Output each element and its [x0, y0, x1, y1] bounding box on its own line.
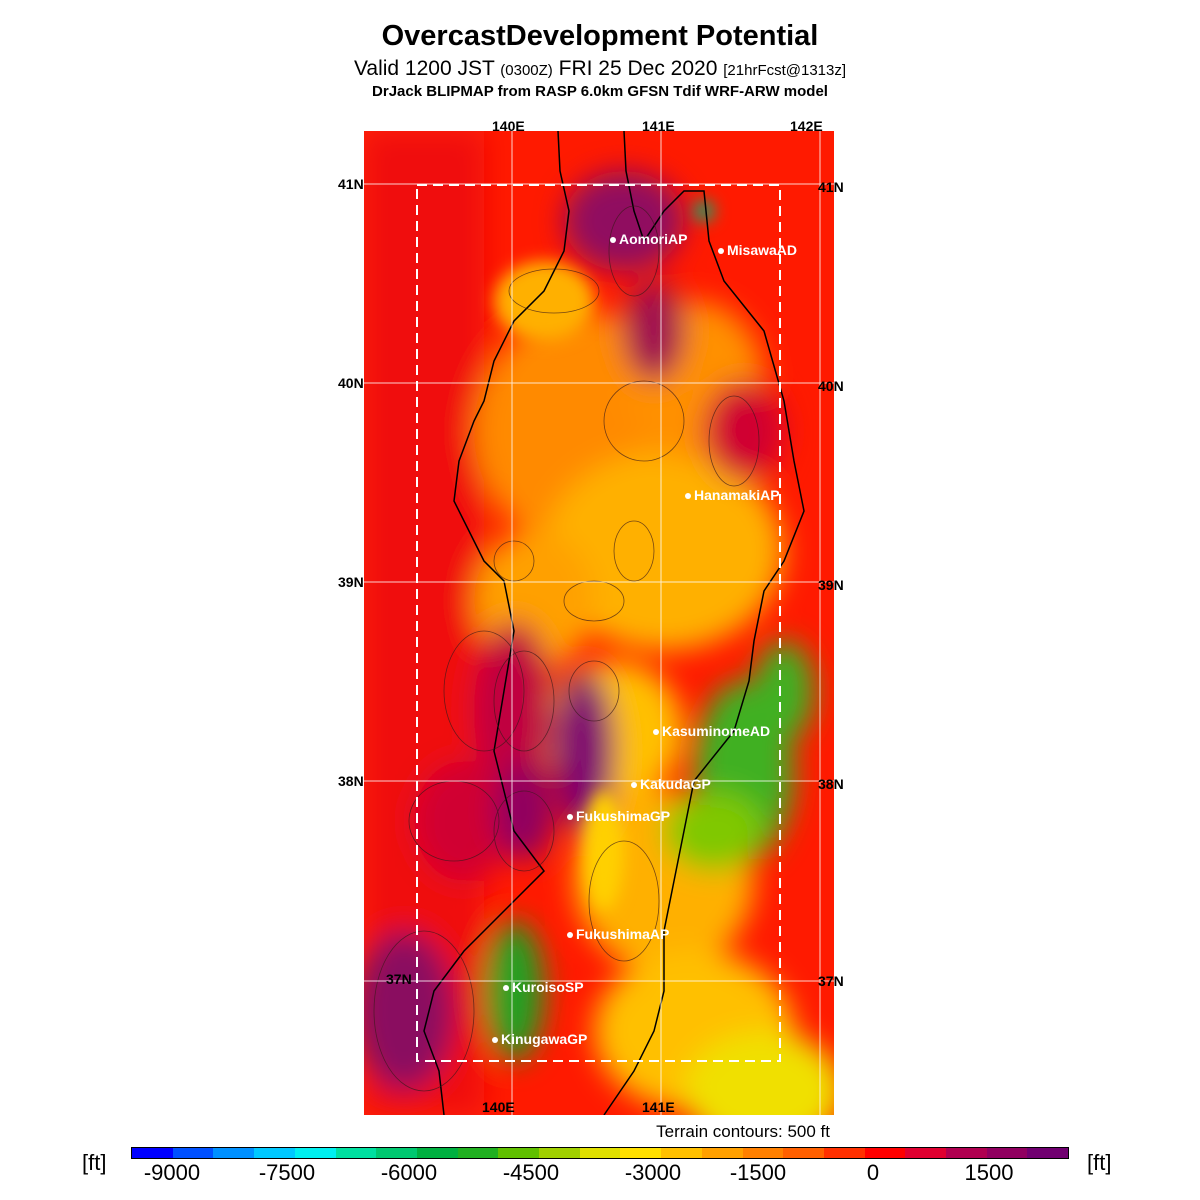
lat-label-left-2: 40N	[338, 375, 364, 391]
lat-label-left-4: 38N	[338, 773, 364, 789]
station-hanamaki-ap: HanamakiAP	[685, 487, 780, 503]
colorbar-swatch	[986, 1148, 1028, 1158]
colorbar-swatch	[294, 1148, 336, 1158]
valid-time: Valid 1200 JST (0300Z) FRI 25 Dec 2020 […	[0, 57, 1200, 81]
colorbar-swatch	[457, 1148, 499, 1158]
station-aomori-ap: AomoriAP	[610, 231, 687, 247]
colorbar-swatch	[701, 1148, 743, 1158]
colorbar-swatch	[823, 1148, 865, 1158]
map-field	[364, 131, 834, 1115]
colorbar-swatch	[213, 1148, 255, 1158]
colorbar-swatch	[905, 1148, 947, 1158]
colorbar-swatch	[742, 1148, 784, 1158]
station-label: KasuminomeAD	[662, 723, 771, 739]
colorbar-swatch	[416, 1148, 458, 1158]
colorbar-tick: -3000	[624, 1160, 682, 1185]
station-fukushima-ap: FukushimaAP	[567, 926, 669, 942]
station-label: FukushimaGP	[576, 808, 671, 824]
lat-label-left-5: 37N	[386, 971, 412, 987]
colorbar-swatch	[132, 1148, 173, 1158]
station-label: AomoriAP	[619, 231, 688, 247]
lon-label-top-3: 142E	[790, 118, 823, 134]
colorbar-swatch	[620, 1148, 662, 1158]
station-marker	[503, 985, 509, 992]
station-marker	[631, 782, 637, 789]
station-marker	[610, 237, 616, 244]
station-marker	[718, 248, 724, 255]
colorbar-swatch	[783, 1148, 824, 1158]
colorbar-swatch	[661, 1148, 702, 1158]
colorbar-tick: 1500	[964, 1160, 1014, 1185]
station-fukushima-gp: FukushimaGP	[567, 808, 670, 824]
colorbar-swatch	[864, 1148, 906, 1158]
valid-date: FRI 25 Dec 2020	[558, 57, 718, 80]
valid-utc: (0300Z)	[500, 62, 553, 79]
colorbar-swatch	[946, 1148, 987, 1158]
lon-label-top-2: 141E	[642, 118, 675, 134]
station-label: KuroisoSP	[512, 979, 584, 995]
lat-label-right-5: 37N	[818, 973, 844, 989]
chart-title: OvercastDevelopment Potential	[381, 20, 819, 52]
station-label: MisawaAD	[727, 242, 798, 258]
colorbar-unit-left: [ft]	[82, 1150, 107, 1175]
colorbar-tick: -7500	[258, 1160, 316, 1185]
colorbar-swatch	[254, 1148, 295, 1158]
model-credit: DrJack BLIPMAP from RASP 6.0km GFSN Tdif…	[372, 83, 828, 100]
colorbar	[131, 1147, 1069, 1159]
station-kinugawa-gp: KinugawaGP	[492, 1031, 587, 1047]
lat-label-left-1: 41N	[338, 176, 364, 192]
colorbar-swatch	[172, 1148, 214, 1158]
colorbar-swatch	[579, 1148, 621, 1158]
colorbar-swatch	[335, 1148, 377, 1158]
forecast-info: [21hrFcst@1313z]	[723, 62, 847, 79]
station-misawa-ad: MisawaAD	[718, 242, 797, 258]
station-label: FukushimaAP	[576, 926, 670, 942]
colorbar-tick: -1500	[729, 1160, 787, 1185]
station-kuroiso-sp: KuroisoSP	[503, 979, 584, 995]
station-marker	[567, 814, 573, 821]
lon-label-bottom-1: 140E	[482, 1099, 515, 1115]
forecast-map: 140E 141E 142E 140E 141E 41N 40N 39N 38N…	[338, 118, 844, 1115]
colorbar-tick: -6000	[380, 1160, 438, 1185]
colorbar-swatch	[376, 1148, 417, 1158]
lat-label-left-3: 39N	[338, 574, 364, 590]
station-marker	[685, 493, 691, 500]
terrain-contour-note: Terrain contours: 500 ft	[656, 1122, 830, 1141]
lat-label-right-2: 40N	[818, 378, 844, 394]
station-kakuda-gp: KakudaGP	[631, 776, 711, 792]
colorbar-tick: -4500	[502, 1160, 560, 1185]
station-label: KakudaGP	[640, 776, 711, 792]
station-label: HanamakiAP	[694, 487, 780, 503]
colorbar-unit-right: [ft]	[1087, 1150, 1112, 1175]
station-marker	[567, 932, 573, 939]
lat-label-right-4: 38N	[818, 776, 844, 792]
colorbar-tick: 0	[866, 1160, 880, 1185]
lon-label-top-1: 140E	[492, 118, 525, 134]
colorbar-swatch	[1027, 1148, 1069, 1158]
station-kasuminome-ad: KasuminomeAD	[653, 723, 770, 739]
colorbar-swatch	[498, 1148, 540, 1158]
station-marker	[492, 1037, 498, 1044]
station-marker	[653, 729, 659, 736]
lat-label-right-3: 39N	[818, 577, 844, 593]
lon-label-bottom-2: 141E	[642, 1099, 675, 1115]
lat-label-right-1: 41N	[818, 179, 844, 195]
valid-prefix: Valid 1200 JST	[353, 57, 495, 80]
colorbar-tick: -9000	[143, 1160, 201, 1185]
station-label: KinugawaGP	[501, 1031, 588, 1047]
colorbar-swatch	[539, 1148, 580, 1158]
